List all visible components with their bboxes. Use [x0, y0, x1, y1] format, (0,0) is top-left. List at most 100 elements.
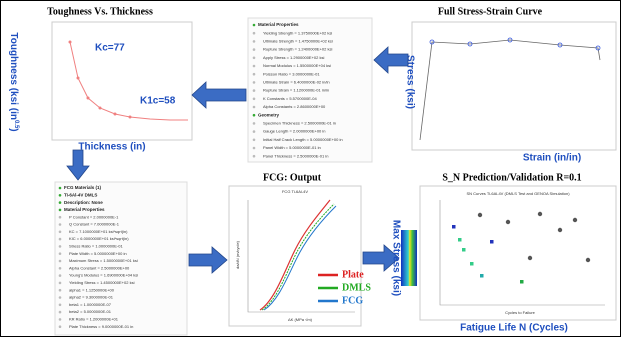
inner-x-label: ΔK (MPa √m) [288, 317, 313, 322]
x-axis-label: Fatigue Life N (Cycles) [460, 323, 568, 334]
bullet [59, 289, 62, 292]
property-list: Material Properties Yielding Strength = 1… [253, 22, 343, 158]
property-line: alpha2 = 9.3000000E-01 [69, 295, 114, 300]
bullet [253, 32, 256, 35]
bullet [59, 296, 62, 299]
bullet [253, 57, 256, 60]
property-line: Panel Thickness = 2.5000000E-01 in [263, 153, 328, 158]
bullet [253, 122, 256, 125]
bullet [59, 201, 62, 204]
property-line: Plate Width = 5.0000000E+00 in [69, 251, 127, 256]
section-heading: FCG Materials (1) [64, 185, 102, 190]
property-line: Apply Stress = 1.2900000E+02 ksi [263, 55, 324, 60]
bullet [59, 318, 62, 321]
property-line: KIC = 6.0000000E+01 ksi*sqrt(in) [69, 236, 129, 241]
property-line: Normal Modulus = 1.5500000E+04 ksi [263, 63, 331, 68]
bullet [59, 267, 62, 270]
bullet [253, 40, 256, 43]
section-heading: Description: None [64, 200, 103, 205]
property-line: K Constants = 5.5700000E-04 [263, 96, 317, 101]
legend-label: FCG [342, 295, 363, 306]
property-line: Stress Ratio = 1.0000000E-01 [69, 243, 123, 248]
property-line: Alpha Constants = 2.8600000E+00 [263, 104, 326, 109]
property-line: Specimen Thickness = 2.5000000E-01 in [263, 120, 336, 125]
section-heading: Geometry [258, 112, 280, 117]
chart-area [412, 22, 616, 150]
annotation: K1c=58 [140, 96, 176, 107]
bullet [253, 81, 256, 84]
section-heading: Material Properties [64, 207, 105, 212]
x-axis-label: Thickness (in) [78, 142, 145, 153]
property-line: Ultimate Strength = 1.4750000E+02 ksi [263, 38, 333, 43]
bullet [59, 216, 62, 219]
panel-title: Toughness Vs. Thickness [47, 6, 153, 17]
panel-title: FCG: Output [263, 172, 322, 183]
property-line: Maximum Stress = 1.5000000E+01 ksi [69, 258, 138, 263]
bullet [59, 260, 62, 263]
bullet [59, 209, 62, 212]
property-line: Poisson Ratio = 3.0000000E-01 [263, 71, 320, 76]
bullet [59, 231, 62, 234]
bullet [59, 238, 62, 241]
property-line: KC = 7.1000000E+01 ksi*sqrt(in) [69, 229, 128, 234]
chart-area [420, 186, 616, 320]
property-line: Ultimate Strain = 6.4000000E-02 in/in [263, 79, 330, 84]
colorbar [401, 230, 417, 286]
bullet [253, 89, 256, 92]
property-line: beta2 = 5.0000000E-01 [69, 309, 112, 314]
bullet [253, 114, 256, 117]
property-line: KR Ratio = 1.2000000E+01 [69, 316, 119, 321]
bullet [253, 139, 256, 142]
bullet [59, 304, 62, 307]
bullet [59, 194, 62, 197]
property-line: P Constant = 2.0000000E-1 [69, 214, 119, 219]
property-line: Initial Half Crack Length = 5.0000000E+0… [263, 137, 343, 142]
bullet [59, 282, 62, 285]
property-line: Gauge Length = 2.0000000E+00 in [263, 129, 326, 134]
bullet [59, 245, 62, 248]
bullet [59, 274, 62, 277]
bullet [253, 147, 256, 150]
legend-label: Plate [342, 269, 364, 280]
property-line: Yielding Strength = 1.3750000E+02 ksi [263, 30, 332, 35]
property-line: alpha1 = 1.1250000E+00 [69, 287, 115, 292]
property-line: Yielding Stress = 1.4500000E+02 ksi [69, 280, 135, 285]
bullet [253, 48, 256, 51]
bullet [59, 311, 62, 314]
bullet [253, 65, 256, 68]
section-heading: Ti-6Al-4V DMLS [64, 192, 97, 197]
bullet [253, 98, 256, 101]
inner-title: FCG Ti-6Al-4V [282, 189, 308, 194]
bullet [253, 73, 256, 76]
bullet [59, 223, 62, 226]
bullet [59, 325, 62, 328]
panel-title: S_N Prediction/Validation R=0.1 [442, 172, 581, 183]
bullet [253, 130, 256, 133]
section-heading: Material Properties [258, 22, 299, 27]
label-part: Toughness (ksi (in [8, 32, 19, 120]
property-line: beta1 = 1.0000000E-07 [69, 302, 112, 307]
label-part: ) [8, 128, 19, 131]
chart-area [52, 22, 192, 140]
panel-title: Full Stress-Strain Curve [438, 6, 543, 17]
annotation: Kc=77 [95, 43, 125, 54]
bullet [59, 252, 62, 255]
property-line: Q Constant = 7.0000000E-1 [69, 222, 120, 227]
legend-label: DMLS [342, 282, 371, 293]
y-axis-label: Toughness (ksi (in0.5) [8, 32, 19, 131]
inner-x-label: Cycles to Failure [505, 310, 536, 315]
property-line: Plate Thickness = 9.0000000E-01 in [69, 324, 133, 329]
y-axis-label: Max Stress (ksi) [390, 220, 401, 296]
property-line: Young's Modulus = 1.6900000E+04 ksi [69, 273, 138, 278]
x-axis-label: Strain (in/in) [523, 153, 581, 164]
bullet [253, 155, 256, 158]
bullet [253, 24, 256, 27]
bullet [253, 106, 256, 109]
figure: Toughness Vs. Thickness Kc=77 K1c=58 Tou… [0, 0, 621, 337]
inner-y-label: da/dN (m/cycle) [235, 240, 240, 269]
property-line: Rupture Strain = 1.1200000E-01 in/in [263, 88, 329, 93]
inner-title: SN Curves Ti-6Al-4V (DMLS Test and GENOA… [466, 191, 570, 196]
property-line: Alpha Constant = 2.5000000E+00 [69, 265, 130, 270]
property-line: Rupture Strength = 1.2400000E+02 ksi [263, 47, 332, 52]
property-line: Panel Width = 5.0000000E-01 in [263, 145, 321, 150]
